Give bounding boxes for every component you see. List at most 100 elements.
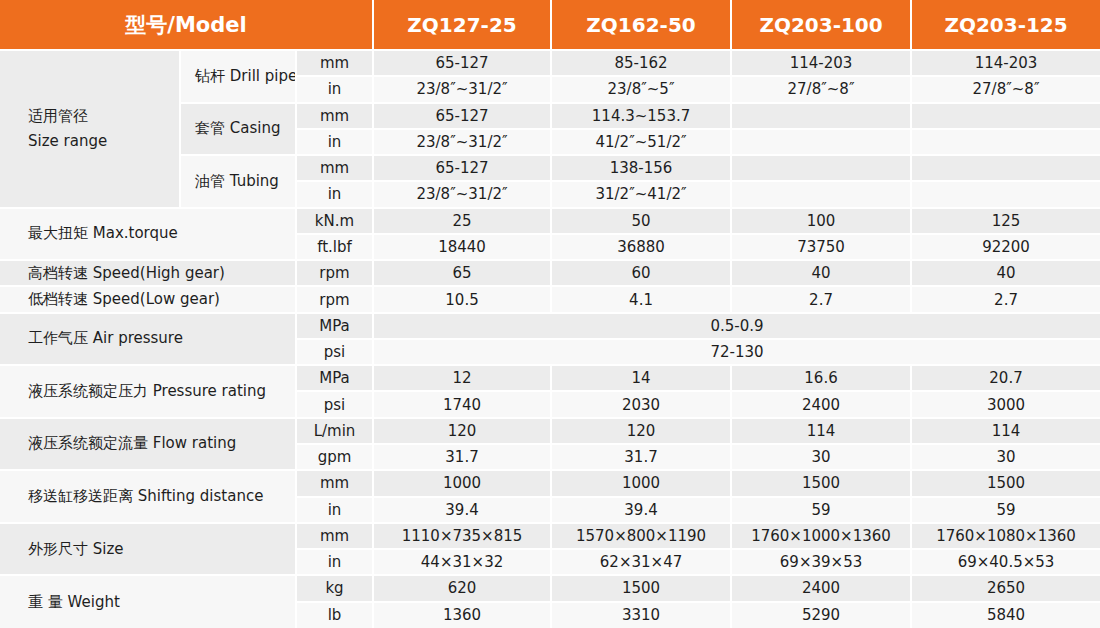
size-range-label-zh: 适用管径 (28, 104, 179, 129)
value-cell: 2.7 (911, 286, 1100, 312)
value-cell: 1360 (373, 602, 551, 628)
value-cell: 1760×1080×1360 (911, 523, 1100, 549)
value-cell: 30 (731, 444, 911, 470)
value-cell: 23/8″~31/2″ (373, 76, 551, 102)
value-cell: 1110×735×815 (373, 523, 551, 549)
value-cell: 620 (373, 575, 551, 601)
value-cell: 65-127 (373, 155, 551, 181)
sub-label-casing: 套管 Casing (180, 103, 296, 156)
value-cell: 114 (731, 418, 911, 444)
value-cell: 40 (731, 260, 911, 286)
value-cell: 1500 (911, 470, 1100, 496)
unit-cell: lb (296, 602, 373, 628)
table-row: 最大扭矩 Max.torque kN.m 25 50 100 125 (0, 208, 1100, 234)
table-row: 外形尺寸 Size mm 1110×735×815 1570×800×1190 … (0, 523, 1100, 549)
value-cell: 18440 (373, 234, 551, 260)
value-cell: 65-127 (373, 103, 551, 129)
value-cell: 3000 (911, 391, 1100, 417)
sub-label-drill-pipe: 钻杆 Drill pipe (180, 50, 296, 103)
model-column-zq203-125: ZQ203-125 (911, 0, 1100, 50)
value-cell: 65 (373, 260, 551, 286)
table-row: 工作气压 Air pressure MPa 0.5-0.9 (0, 313, 1100, 339)
value-cell: 92200 (911, 234, 1100, 260)
value-cell (731, 181, 911, 207)
value-cell: 25 (373, 208, 551, 234)
model-column-zq127-25: ZQ127-25 (373, 0, 551, 50)
value-cell: 1570×800×1190 (551, 523, 731, 549)
unit-cell: ft.lbf (296, 234, 373, 260)
group-label-flow-rating: 液压系统额定流量 Flow rating (0, 418, 296, 471)
unit-cell: MPa (296, 313, 373, 339)
model-header-label: 型号/Model (0, 0, 373, 50)
value-cell: 114-203 (911, 50, 1100, 76)
value-cell: 1760×1000×1360 (731, 523, 911, 549)
value-cell: 125 (911, 208, 1100, 234)
table-row: 液压系统额定压力 Pressure rating MPa 12 14 16.6 … (0, 365, 1100, 391)
value-cell: 50 (551, 208, 731, 234)
value-cell: 5840 (911, 602, 1100, 628)
model-column-zq203-100: ZQ203-100 (731, 0, 911, 50)
value-cell: 2.7 (731, 286, 911, 312)
value-cell: 41/2″~51/2″ (551, 129, 731, 155)
value-cell: 27/8″~8″ (911, 76, 1100, 102)
group-label-max-torque: 最大扭矩 Max.torque (0, 208, 296, 261)
value-cell: 23/8″~31/2″ (373, 181, 551, 207)
unit-cell: psi (296, 391, 373, 417)
unit-cell: rpm (296, 260, 373, 286)
table-row: 重 量 Weight kg 620 1500 2400 2650 (0, 575, 1100, 601)
value-cell: 1000 (373, 470, 551, 496)
unit-cell: in (296, 549, 373, 575)
value-cell: 120 (551, 418, 731, 444)
value-cell: 40 (911, 260, 1100, 286)
model-column-zq162-50: ZQ162-50 (551, 0, 731, 50)
table-row: 低档转速 Speed(Low gear) rpm 10.5 4.1 2.7 2.… (0, 286, 1100, 312)
value-cell: 44×31×32 (373, 549, 551, 575)
value-cell: 12 (373, 365, 551, 391)
table-row: 移送缸移送距离 Shifting distance mm 1000 1000 1… (0, 470, 1100, 496)
value-cell (731, 155, 911, 181)
value-cell: 69×40.5×53 (911, 549, 1100, 575)
value-cell: 30 (911, 444, 1100, 470)
header-row: 型号/Model ZQ127-25 ZQ162-50 ZQ203-100 ZQ2… (0, 0, 1100, 50)
group-label-weight: 重 量 Weight (0, 575, 296, 628)
value-cell: 114.3~153.7 (551, 103, 731, 129)
value-cell (911, 103, 1100, 129)
group-label-size: 外形尺寸 Size (0, 523, 296, 576)
value-cell: 120 (373, 418, 551, 444)
value-cell: 16.6 (731, 365, 911, 391)
spec-table: 型号/Model ZQ127-25 ZQ162-50 ZQ203-100 ZQ2… (0, 0, 1100, 628)
table-row: 适用管径 Size range 钻杆 Drill pipe mm 65-127 … (0, 50, 1100, 76)
value-cell: 2030 (551, 391, 731, 417)
sub-label-tubing: 油管 Tubing (180, 155, 296, 208)
value-cell (911, 155, 1100, 181)
value-cell (731, 103, 911, 129)
group-label-pressure-rating: 液压系统额定压力 Pressure rating (0, 365, 296, 418)
value-cell: 36880 (551, 234, 731, 260)
value-cell: 69×39×53 (731, 549, 911, 575)
unit-cell: rpm (296, 286, 373, 312)
group-label-speed-high: 高档转速 Speed(High gear) (0, 260, 296, 286)
value-cell: 23/8″~31/2″ (373, 129, 551, 155)
unit-cell: mm (296, 523, 373, 549)
value-cell: 2400 (731, 391, 911, 417)
size-range-label-en: Size range (28, 129, 179, 154)
unit-cell: in (296, 497, 373, 523)
value-cell: 31.7 (373, 444, 551, 470)
value-cell: 14 (551, 365, 731, 391)
unit-cell: MPa (296, 365, 373, 391)
value-cell (911, 181, 1100, 207)
value-cell: 114-203 (731, 50, 911, 76)
value-cell: 85-162 (551, 50, 731, 76)
unit-cell: gpm (296, 444, 373, 470)
unit-cell: kN.m (296, 208, 373, 234)
unit-cell: in (296, 76, 373, 102)
value-cell: 59 (911, 497, 1100, 523)
unit-cell: mm (296, 470, 373, 496)
value-cell: 59 (731, 497, 911, 523)
unit-cell: mm (296, 155, 373, 181)
value-cell-merged: 72-130 (373, 339, 1100, 365)
value-cell: 10.5 (373, 286, 551, 312)
unit-cell: psi (296, 339, 373, 365)
value-cell: 3310 (551, 602, 731, 628)
value-cell: 31/2″~41/2″ (551, 181, 731, 207)
